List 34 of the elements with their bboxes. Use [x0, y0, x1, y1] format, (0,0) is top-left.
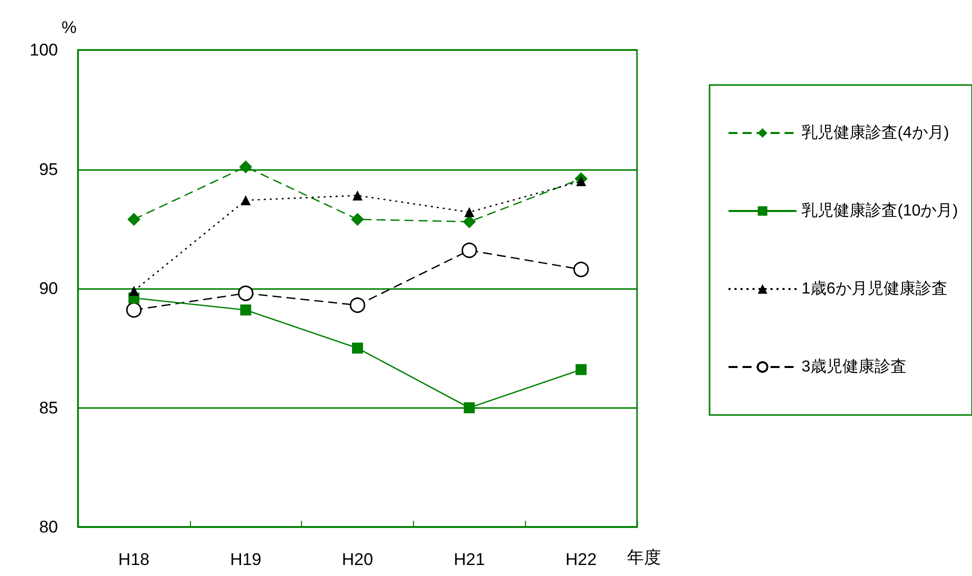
y-tick-label: 80 — [39, 518, 58, 536]
point — [351, 212, 364, 226]
x-tick-label: H21 — [454, 550, 485, 569]
point — [576, 176, 586, 186]
point — [127, 212, 140, 226]
point — [462, 242, 478, 258]
point — [464, 402, 475, 414]
point — [126, 302, 142, 318]
legend-label: 乳児健康診査(10か月) — [802, 202, 958, 220]
point — [238, 286, 254, 302]
y-tick-label: 95 — [39, 160, 58, 179]
point — [462, 215, 476, 228]
point — [352, 190, 362, 200]
x-tick-label: H20 — [342, 550, 374, 569]
x-tick-label: H22 — [566, 550, 597, 569]
legend-label: 3歳児健康診査 — [802, 358, 906, 376]
legend-label: 1歳6か月児健康診査 — [802, 280, 948, 298]
point — [464, 207, 474, 218]
y-axis-title: % — [61, 18, 77, 37]
point — [239, 160, 252, 174]
y-tick-label: 85 — [39, 398, 58, 418]
point — [128, 286, 139, 296]
point — [576, 364, 587, 376]
legend-label: 乳児健康診査(4か月) — [802, 124, 950, 142]
point — [350, 297, 366, 313]
x-axis-title: 年度 — [627, 548, 661, 567]
y-tick-label: 90 — [39, 279, 58, 298]
point — [573, 262, 589, 278]
x-tick-label: H19 — [230, 550, 262, 569]
x-tick-label: H18 — [118, 550, 150, 569]
y-tick-label: 100 — [30, 40, 58, 60]
point — [352, 342, 363, 354]
point — [240, 304, 252, 316]
point — [240, 195, 251, 206]
